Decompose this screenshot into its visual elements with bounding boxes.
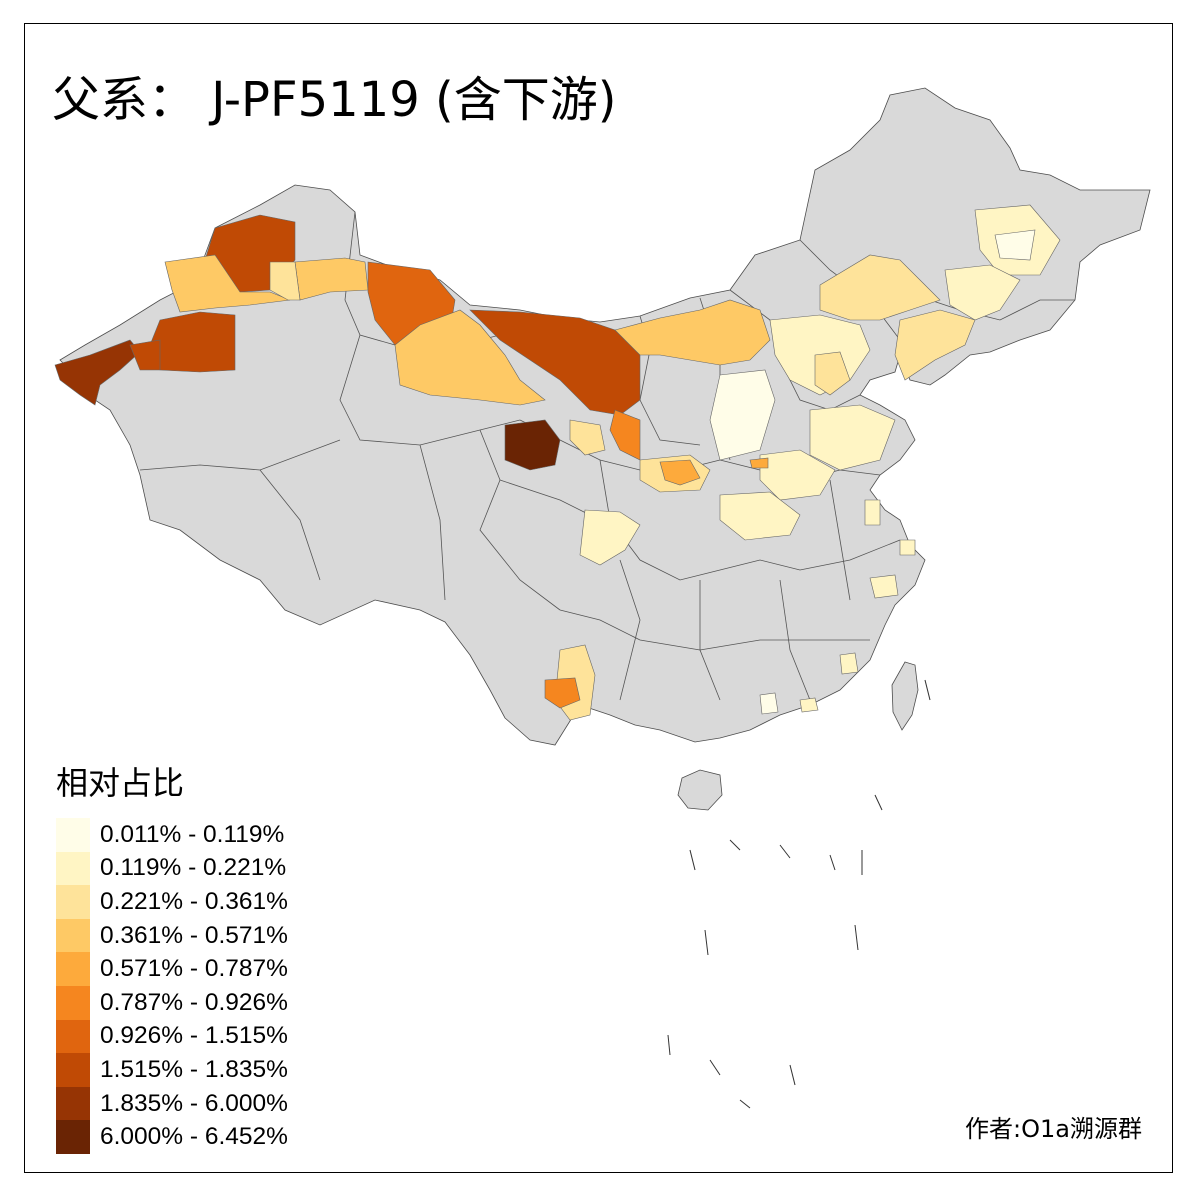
mainland-china [59,87,1151,746]
region-nm-west [469,309,641,416]
region-js [864,499,881,526]
region-gd [759,692,779,715]
legend-label: 1.515% - 1.835% [100,1055,288,1083]
colored-regions [54,204,1061,721]
region-jl [944,264,1021,321]
region-fj [839,652,859,675]
legend-row: 0.011% - 0.119% [56,818,288,852]
legend-swatch [56,851,90,886]
region-sn-orange [659,459,701,486]
legend: 相对占比 0.011% - 0.119% 0.119% - 0.221% 0.2… [56,758,288,1154]
region-gd-2 [799,697,819,713]
region-hn [759,449,836,501]
region-gs-west [394,309,546,406]
region-xj-north-2 [164,254,291,313]
hainan-island [677,769,723,811]
legend-row: 0.361% - 0.571% [56,918,288,953]
region-hb [719,491,801,541]
legend-row: 1.515% - 1.835% [56,1053,288,1087]
region-zj [869,574,899,599]
legend-swatch [56,1019,90,1054]
region-gs-south [569,419,606,456]
legend-swatch [56,952,90,986]
legend-row: 0.119% - 0.221% [56,851,288,886]
legend-label: 0.926% - 1.515% [100,1022,288,1050]
region-sc [579,509,641,566]
region-hlj-inner [994,229,1036,261]
legend-swatch [56,885,90,919]
region-sd [809,404,896,471]
region-xj-north-4 [269,261,301,301]
region-xj-south-wedge [129,339,161,371]
south-china-sea-islands [667,679,931,1109]
region-bj-tj [814,351,851,396]
region-xj-kashgar [54,339,141,406]
legend-label: 0.119% - 0.221% [100,854,287,882]
legend-label: 0.571% - 0.787% [100,955,288,983]
taiwan-island [891,661,919,731]
region-xj-ili [149,311,236,373]
legend-row: 0.571% - 0.787% [56,952,288,986]
region-sx [709,369,776,461]
legend-label: 6.000% - 6.452% [100,1123,288,1151]
legend-items: 0.011% - 0.119% 0.119% - 0.221% 0.221% -… [56,818,288,1154]
legend-label: 0.361% - 0.571% [100,921,288,949]
legend-swatch [56,1120,90,1154]
legend-row: 6.000% - 6.452% [56,1120,288,1154]
legend-row: 0.926% - 1.515% [56,1019,288,1054]
legend-label: 0.011% - 0.119% [100,820,285,848]
author-credit: 作者:O1a溯源群 [965,1115,1142,1143]
legend-row: 0.221% - 0.361% [56,885,288,919]
region-gs-east [609,409,641,461]
legend-swatch [56,985,90,1020]
legend-swatch [56,918,90,953]
legend-swatch [56,1086,90,1121]
legend-row: 0.787% - 0.926% [56,985,288,1020]
legend-label: 0.787% - 0.926% [100,988,288,1016]
region-qh-dark [504,419,561,471]
region-nm-central [614,299,771,366]
legend-label: 1.835% - 6.000% [100,1089,288,1117]
region-yn-orange [544,677,581,709]
legend-swatch [56,1053,90,1087]
map-title: 父系： J-PF5119 (含下游) [52,72,617,128]
legend-swatch [56,818,90,852]
region-sh [899,539,916,556]
legend-title: 相对占比 [56,764,185,802]
legend-label: 0.221% - 0.361% [100,887,288,915]
region-ln [894,309,976,381]
region-hn-orange [749,457,769,469]
legend-row: 1.835% - 6.000% [56,1086,288,1121]
region-nm-east [819,254,941,321]
